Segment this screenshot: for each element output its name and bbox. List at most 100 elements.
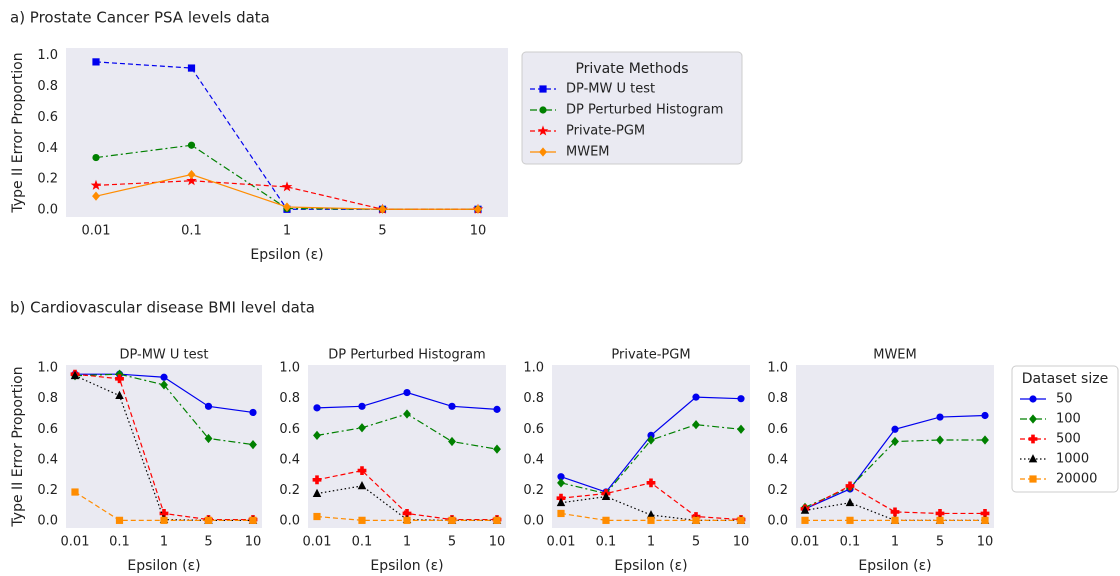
plot-area [66,365,262,528]
y-tick-label: 0.6 [37,110,58,125]
marker [539,106,547,114]
marker [403,516,411,524]
marker [692,420,700,430]
marker [187,169,196,180]
x-tick-label: 0.1 [596,535,617,550]
marker [936,516,944,524]
x-tick-label: 5 [448,535,456,550]
marker [692,393,700,401]
y-tick-label: 0.6 [523,422,544,437]
x-axis-label: Epsilon (ε) [250,247,323,263]
marker [312,475,322,485]
marker [448,436,456,447]
marker [1029,395,1037,403]
marker [187,141,196,149]
marker [891,425,899,433]
y-tick-label: 1.0 [37,48,58,63]
marker [92,191,100,201]
y-tick-label: 0.2 [37,483,58,498]
chart-title: DP Perturbed Histogram [328,348,485,363]
x-tick-label: 0.01 [61,535,90,550]
y-tick-label: 0.6 [37,422,58,437]
marker [357,481,367,490]
marker [187,64,196,72]
marker [539,147,547,157]
marker [90,179,102,190]
x-tick-label: 1 [647,535,655,550]
marker [357,466,367,476]
y-tick-label: 0.6 [767,422,788,437]
marker [981,411,989,420]
y-tick-label: 1.0 [523,361,544,376]
marker [1029,475,1037,483]
marker [891,436,899,447]
marker [936,435,944,445]
marker [845,481,855,491]
y-tick-label: 0.0 [37,514,58,529]
x-tick-label: 10 [489,535,506,550]
marker [160,516,168,524]
y-tick-label: 0.4 [767,452,788,467]
y-tick-label: 1.0 [37,361,58,376]
y-tick-label: 0.8 [767,391,788,406]
plot-area [552,365,750,528]
y-tick-label: 0.8 [279,391,300,406]
y-tick-label: 0.2 [37,172,58,187]
y-tick-label: 0.4 [523,452,544,467]
marker [283,202,291,212]
marker [70,370,80,380]
y-tick-label: 0.4 [37,141,58,156]
marker [115,390,124,400]
marker [846,516,854,524]
x-tick-label: 1 [403,535,411,550]
legend-label: MWEM [566,145,610,160]
x-tick-label: 0.01 [547,535,576,550]
marker [204,433,213,444]
x-tick-label: 5 [936,535,944,550]
marker [537,125,549,136]
marker [800,505,810,514]
marker [448,402,456,410]
y-tick-label: 0.2 [767,483,788,498]
x-axis-label: Epsilon (ε) [127,558,200,574]
y-tick-label: 0.8 [37,391,58,406]
marker [556,497,566,507]
legend-label: 20000 [1056,472,1097,487]
marker [539,85,547,93]
legend-label: DP-MW U test [566,82,655,97]
x-tick-label: 10 [470,224,487,239]
legend-title: Private Methods [575,61,688,77]
marker [601,491,611,501]
marker [493,444,501,454]
x-tick-label: 1 [891,535,899,550]
x-tick-label: 5 [692,535,700,550]
marker [313,512,321,521]
marker [281,181,293,192]
legend-label: Private-PGM [566,124,645,139]
marker [890,507,900,517]
x-tick-label: 10 [977,535,994,550]
marker [801,516,809,524]
marker [647,516,655,524]
x-tick-label: 10 [245,535,262,550]
marker [92,58,100,66]
marker [474,204,482,214]
marker [115,516,124,524]
chart-title: Private-PGM [611,348,690,363]
y-tick-label: 0.0 [279,514,300,529]
y-tick-label: 0.4 [279,452,300,467]
marker [1028,434,1038,444]
marker [646,478,656,488]
y-axis-label: Type II Error Proportion [10,52,26,213]
marker [313,404,321,412]
marker [204,402,213,410]
chart-title: MWEM [873,348,917,363]
x-tick-label: 5 [378,224,386,239]
marker [557,478,565,488]
y-tick-label: 0.8 [37,79,58,94]
marker [249,408,257,417]
legend-title: Dataset size [1022,371,1108,387]
marker [1028,454,1038,463]
marker [378,204,387,214]
